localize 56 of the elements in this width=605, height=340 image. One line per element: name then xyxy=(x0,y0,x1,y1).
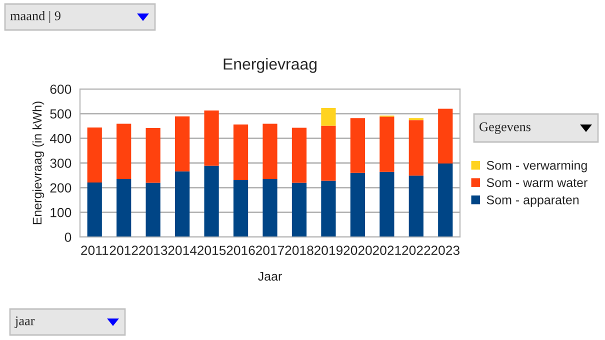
bar xyxy=(350,172,365,237)
bar xyxy=(116,179,132,237)
y-tick-label: 0 xyxy=(64,232,72,242)
bar xyxy=(204,166,219,237)
text: jaar xyxy=(14,316,35,328)
bar xyxy=(87,182,102,237)
bar xyxy=(146,182,160,237)
text: maand | 9 xyxy=(10,11,60,23)
bar xyxy=(321,126,336,181)
x-tick-label: 2016 xyxy=(226,246,255,256)
bar xyxy=(408,120,424,176)
y-tick-label: 100 xyxy=(50,208,72,218)
chart-title: Energievraag xyxy=(224,58,316,73)
legend-label: Som - apparaten xyxy=(486,196,579,207)
bar xyxy=(116,124,132,180)
x-tick-label: 2022 xyxy=(402,246,430,256)
bar xyxy=(438,108,453,164)
y-tick-label: 600 xyxy=(50,84,72,94)
bar xyxy=(321,108,336,126)
x-tick-label: 2020 xyxy=(344,246,372,256)
bar xyxy=(262,179,278,237)
x-axis-title: Jaar xyxy=(258,272,282,281)
bar xyxy=(146,128,160,183)
bar xyxy=(175,116,190,172)
x-tick-label: 2015 xyxy=(198,246,226,256)
x-tick-label: 2014 xyxy=(168,246,197,256)
y-axis-title: Energievraag (in kWh) xyxy=(32,102,44,224)
y-tick-label: 400 xyxy=(50,134,72,144)
y-tick-label: 500 xyxy=(50,109,72,119)
bar xyxy=(262,124,278,180)
x-tick-label: 2018 xyxy=(285,246,314,256)
bar xyxy=(233,180,248,237)
bar xyxy=(380,172,394,237)
y-tick-label: 200 xyxy=(50,183,72,193)
x-tick-label: 2013 xyxy=(139,246,168,256)
bar xyxy=(350,118,365,173)
x-tick-label: 2021 xyxy=(372,246,401,256)
bar xyxy=(380,116,394,172)
bar xyxy=(408,176,424,237)
x-tick-label: 2017 xyxy=(256,246,284,256)
bar xyxy=(321,180,336,237)
bar xyxy=(233,124,248,180)
bar xyxy=(438,163,453,237)
x-tick-label: 2019 xyxy=(314,246,343,256)
x-tick-label: 2011 xyxy=(81,246,108,256)
bar xyxy=(204,110,219,166)
legend-label: Som - warm water xyxy=(486,178,588,188)
y-tick-label: 300 xyxy=(50,158,72,168)
text: Gegevens xyxy=(480,122,531,134)
bar xyxy=(175,171,190,237)
legend-label: Som - verwarming xyxy=(486,160,587,172)
x-tick-label: 2023 xyxy=(431,246,460,256)
bar xyxy=(87,127,102,182)
bar xyxy=(292,182,307,237)
x-tick-label: 2012 xyxy=(110,246,138,256)
bar xyxy=(292,128,307,183)
